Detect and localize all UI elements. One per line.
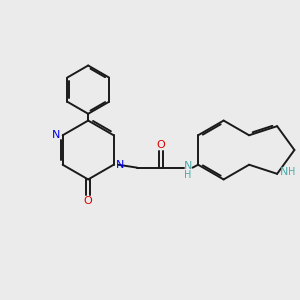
Text: N: N	[52, 130, 60, 140]
Text: H: H	[288, 167, 296, 177]
Text: H: H	[184, 170, 192, 180]
Text: O: O	[84, 196, 92, 206]
Text: N: N	[184, 161, 192, 171]
Text: N: N	[116, 160, 124, 170]
Text: N: N	[279, 167, 288, 177]
Text: O: O	[156, 140, 165, 150]
